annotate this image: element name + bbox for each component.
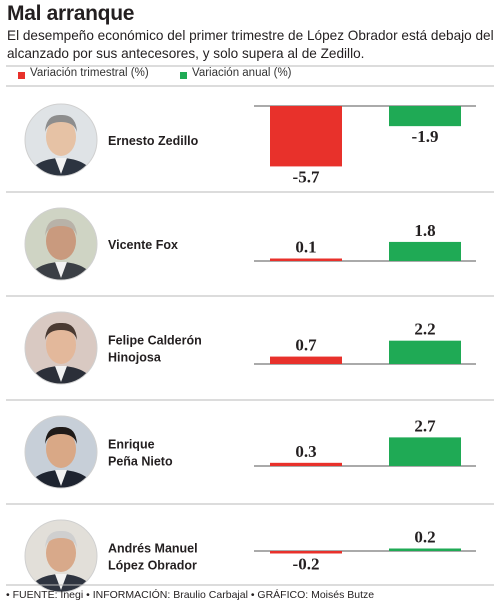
portrait-hair: [45, 114, 77, 132]
annual-value-label: 0.2: [414, 528, 435, 547]
portrait-ring: [24, 207, 98, 281]
annual-bar: [389, 241, 461, 261]
portrait-face: [46, 430, 76, 468]
quarterly-bar: [270, 106, 342, 167]
portrait-photo: [25, 208, 97, 280]
portrait-suit: [28, 262, 94, 280]
portrait-suit: [28, 158, 94, 176]
portrait-suit: [28, 470, 94, 488]
person-name: Ernesto Zedillo: [108, 134, 199, 148]
legend-swatch-annual: [180, 72, 187, 79]
legend-label-quarterly: Variación trimestral (%): [30, 67, 149, 79]
portrait-photo: [25, 416, 97, 488]
person-name: Felipe Calderón: [108, 334, 202, 348]
portrait-hair: [45, 426, 77, 444]
annual-value-label: 2.7: [414, 416, 436, 435]
person-name: Enrique: [108, 438, 155, 452]
portrait-hair: [45, 530, 77, 548]
legend-swatch-quarterly: [18, 72, 25, 79]
portrait-shirt: [55, 262, 67, 278]
portrait-face: [46, 326, 76, 364]
quarterly-value-label: -0.2: [293, 555, 320, 574]
portrait-photo: [25, 520, 97, 592]
annual-value-label: -1.9: [412, 127, 439, 146]
legend: Variación trimestral (%) Variación anual…: [0, 66, 500, 88]
annual-value-label: 1.8: [414, 221, 435, 240]
portrait-suit: [28, 366, 94, 384]
portrait-ring: [24, 519, 98, 593]
annual-value-label: 2.2: [414, 320, 435, 339]
portrait-shirt: [55, 158, 67, 174]
portrait-face: [46, 534, 76, 572]
annual-bar: [389, 548, 461, 551]
annual-bar: [389, 340, 461, 364]
person-name: Hinojosa: [108, 351, 162, 365]
portrait-suit: [28, 574, 94, 592]
quarterly-bar: [270, 462, 342, 466]
person-name: Andrés Manuel: [108, 542, 198, 556]
person-name: López Obrador: [108, 559, 197, 573]
chart-subtitle: El desempeño económico del primer trimes…: [7, 28, 494, 61]
portrait-hair: [45, 322, 77, 340]
portrait-photo: [25, 104, 97, 176]
quarterly-value-label: 0.7: [295, 336, 317, 355]
source-credits: • FUENTE: Inegi • INFORMACIÓN: Braulio C…: [6, 589, 375, 601]
portrait-ring: [24, 311, 98, 385]
quarterly-bar: [270, 258, 342, 261]
quarterly-value-label: 0.3: [295, 442, 316, 461]
chart-title: Mal arranque: [7, 2, 135, 25]
portrait-hair: [45, 218, 77, 236]
annual-bar: [389, 106, 461, 127]
annual-bar: [389, 437, 461, 466]
portrait-shirt: [55, 366, 67, 382]
portrait-ring: [24, 415, 98, 489]
quarterly-value-label: 0.1: [295, 238, 316, 257]
portrait-shirt: [55, 470, 67, 486]
person-name: Peña Nieto: [108, 455, 173, 469]
portrait-shirt: [55, 574, 67, 590]
quarterly-bar: [270, 356, 342, 364]
legend-label-annual: Variación anual (%): [192, 67, 292, 79]
portrait-photo: [25, 312, 97, 384]
quarterly-bar: [270, 551, 342, 554]
portrait-ring: [24, 103, 98, 177]
portrait-face: [46, 118, 76, 156]
person-name: Vicente Fox: [108, 238, 178, 252]
quarterly-value-label: -5.7: [293, 167, 320, 186]
portrait-face: [46, 222, 76, 260]
